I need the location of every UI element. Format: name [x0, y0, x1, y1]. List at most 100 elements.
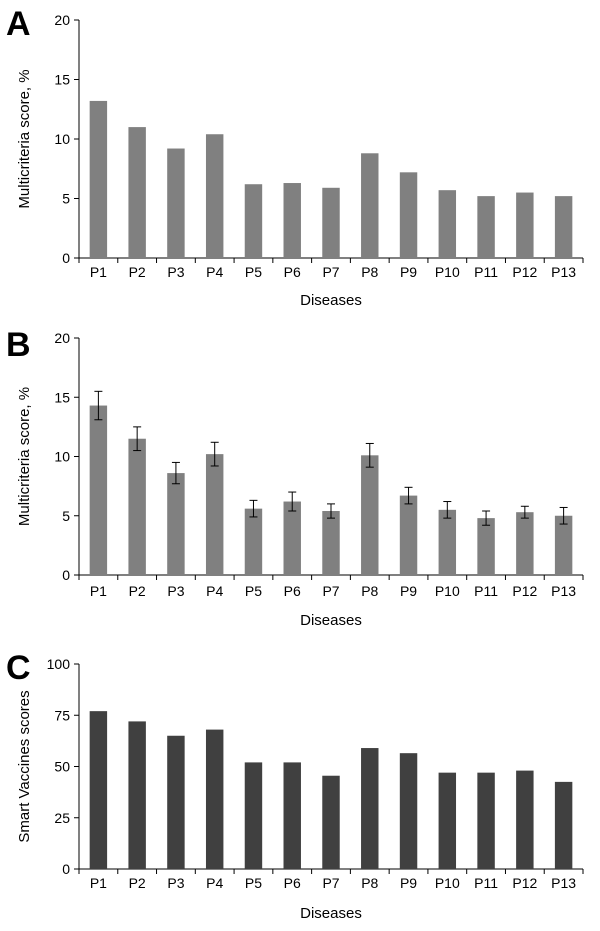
- panel-c-y-tick-label: 100: [47, 656, 71, 672]
- panel-c-x-tick-label: P10: [435, 875, 460, 891]
- panel-b-x-tick-label: P11: [474, 583, 498, 599]
- panel-a-bar: [167, 148, 185, 258]
- panel-b-bar: [516, 512, 534, 575]
- panel-b-bar: [205, 454, 224, 575]
- panel-b-bar: [399, 495, 418, 575]
- panel-a-bar: [361, 153, 379, 258]
- panel-a-y-tick-label: 10: [54, 131, 70, 147]
- panel-c-y-tick-label: 75: [54, 707, 70, 723]
- panel-c-x-tick-label: P1: [90, 875, 107, 891]
- panel-a-x-tick-label: P6: [284, 264, 301, 280]
- panel-a-bar: [244, 184, 263, 258]
- panel-c-x-axis-title: Diseases: [300, 905, 362, 922]
- panel-c-bar: [399, 753, 418, 869]
- panel-b-bar: [361, 455, 379, 575]
- panel-c-x-tick-label: P13: [551, 875, 576, 891]
- panel-c-y-tick-label: 50: [54, 759, 70, 775]
- panel-c-x-tick-label: P3: [167, 875, 184, 891]
- panel-b-x-tick-label: P6: [284, 583, 301, 599]
- panel-a-x-tick-label: P10: [435, 264, 460, 280]
- panel-c-y-axis-title: Smart Vaccines scores: [16, 690, 33, 842]
- panel-b-y-tick-label: 20: [54, 330, 70, 346]
- panel-b-bar: [554, 515, 573, 575]
- panel-a-x-tick-label: P7: [322, 264, 339, 280]
- panel-a-x-tick-label: P5: [245, 264, 262, 280]
- panel-a-x-tick-label: P1: [90, 264, 107, 280]
- panel-a-bar: [554, 196, 573, 258]
- panel-b-x-tick-label: P12: [512, 583, 537, 599]
- panel-c-bar: [128, 721, 146, 869]
- panel-b-x-tick-label: P13: [551, 583, 576, 599]
- panel-a-x-axis-title: Diseases: [300, 292, 362, 309]
- panel-c-x-tick-label: P5: [245, 875, 262, 891]
- panel-a-x-tick-label: P2: [129, 264, 146, 280]
- panel-c-x-tick-label: P7: [322, 875, 339, 891]
- panel-c-bar: [554, 781, 573, 869]
- panel-b-x-axis-title: Diseases: [300, 612, 362, 629]
- panel-b-bar: [89, 405, 108, 575]
- panel-b-x-tick-label: P1: [90, 583, 107, 599]
- panel-b-bar: [244, 508, 263, 575]
- panel-c-y-tick-label: 0: [62, 861, 70, 877]
- panel-c-bar: [283, 762, 301, 869]
- panel-c-x-tick-label: P9: [400, 875, 417, 891]
- panel-a-bar: [438, 190, 457, 258]
- panel-b-x-tick-label: P10: [435, 583, 460, 599]
- panel-c-bar: [167, 735, 185, 869]
- panel-c-bar: [205, 729, 224, 869]
- panel-c-x-tick-label: P6: [284, 875, 301, 891]
- panel-b-x-tick-label: P9: [400, 583, 417, 599]
- panel-c-x-tick-label: P8: [361, 875, 378, 891]
- panel-a-bar: [128, 127, 146, 258]
- panel-b-bar: [283, 501, 301, 575]
- panel-b-x-tick-label: P8: [361, 583, 378, 599]
- panel-b-x-tick-label: P2: [129, 583, 146, 599]
- panel-a-x-tick-label: P8: [361, 264, 378, 280]
- panel-b-x-tick-label: P3: [167, 583, 184, 599]
- panel-b-bar: [322, 511, 340, 575]
- panel-b-bar: [167, 473, 185, 575]
- panel-b-x-tick-label: P4: [206, 583, 223, 599]
- panel-a-y-tick-label: 20: [54, 12, 70, 28]
- panel-b-y-tick-label: 5: [62, 508, 70, 524]
- panel-c-x-tick-label: P12: [512, 875, 537, 891]
- panel-a-y-tick-label: 0: [62, 250, 70, 266]
- panel-b-y-tick-label: 0: [62, 567, 70, 583]
- panel-c-bar: [244, 762, 263, 869]
- panel-a-x-tick-label: P3: [167, 264, 184, 280]
- panel-a-bar: [399, 172, 418, 258]
- panel-b-bar: [477, 518, 495, 575]
- panel-c-x-tick-label: P11: [474, 875, 498, 891]
- panel-a-bar: [322, 187, 340, 258]
- panel-c-bar: [361, 748, 379, 869]
- panel-b-y-tick-label: 15: [54, 389, 70, 405]
- panel-c-x-tick-label: P2: [129, 875, 146, 891]
- panel-b-letter: B: [6, 326, 31, 364]
- panel-b-y-axis-title: Multicriteria score, %: [16, 387, 33, 526]
- panel-c-bar: [477, 772, 495, 869]
- panel-b-x-tick-label: P7: [322, 583, 339, 599]
- panel-b-x-tick-label: P5: [245, 583, 262, 599]
- panel-c-bar: [516, 770, 534, 869]
- panel-c-y-tick-label: 25: [54, 810, 70, 826]
- panel-a-bar: [205, 134, 224, 258]
- panel-b-y-tick-label: 10: [54, 449, 70, 465]
- panel-a-bar: [283, 183, 301, 258]
- panel-a-bar: [477, 196, 495, 258]
- panel-a-bar: [89, 100, 108, 258]
- panel-a-x-tick-label: P13: [551, 264, 576, 280]
- panel-c-letter: C: [6, 649, 31, 687]
- panel-a-y-axis-title: Multicriteria score, %: [16, 69, 33, 208]
- panel-a-x-tick-label: P4: [206, 264, 223, 280]
- panel-c-bar: [438, 772, 457, 869]
- panel-c-bar: [322, 775, 340, 869]
- panel-c-bar: [89, 711, 108, 869]
- panel-b-bar: [128, 438, 146, 575]
- panel-a-bar: [516, 192, 534, 258]
- panel-b-bar: [438, 509, 457, 575]
- panel-a-letter: A: [6, 5, 31, 43]
- panel-a-y-tick-label: 5: [62, 191, 70, 207]
- panel-a-x-tick-label: P12: [512, 264, 537, 280]
